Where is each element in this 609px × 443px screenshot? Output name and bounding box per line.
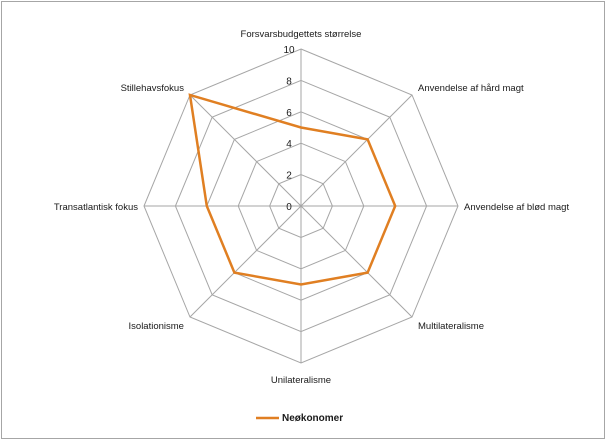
- tick-label: 6: [286, 108, 292, 119]
- category-label: Isolationisme: [129, 321, 184, 332]
- category-label: Transatlantisk fokus: [54, 202, 138, 213]
- axis-spoke: [189, 205, 302, 318]
- category-label: Anvendelse af hård magt: [418, 83, 524, 94]
- category-label: Anvendelse af blød magt: [464, 202, 569, 213]
- category-label: Stillehavsfokus: [121, 83, 185, 94]
- category-label: Unilateralisme: [271, 375, 331, 386]
- axis-spoke: [300, 205, 413, 318]
- category-label: Forsvarsbudgettets størrelse: [241, 29, 362, 40]
- category-label: Multilateralisme: [418, 321, 484, 332]
- tick-label: 0: [286, 202, 292, 213]
- axis-spoke: [300, 94, 413, 207]
- tick-label: 2: [286, 171, 292, 182]
- series-line: [188, 93, 397, 286]
- tick-label: 8: [286, 76, 292, 87]
- legend-label: Neøkonomer: [282, 413, 343, 424]
- axis-spoke: [189, 94, 302, 207]
- tick-label: 4: [286, 139, 292, 150]
- tick-label: 10: [283, 45, 295, 56]
